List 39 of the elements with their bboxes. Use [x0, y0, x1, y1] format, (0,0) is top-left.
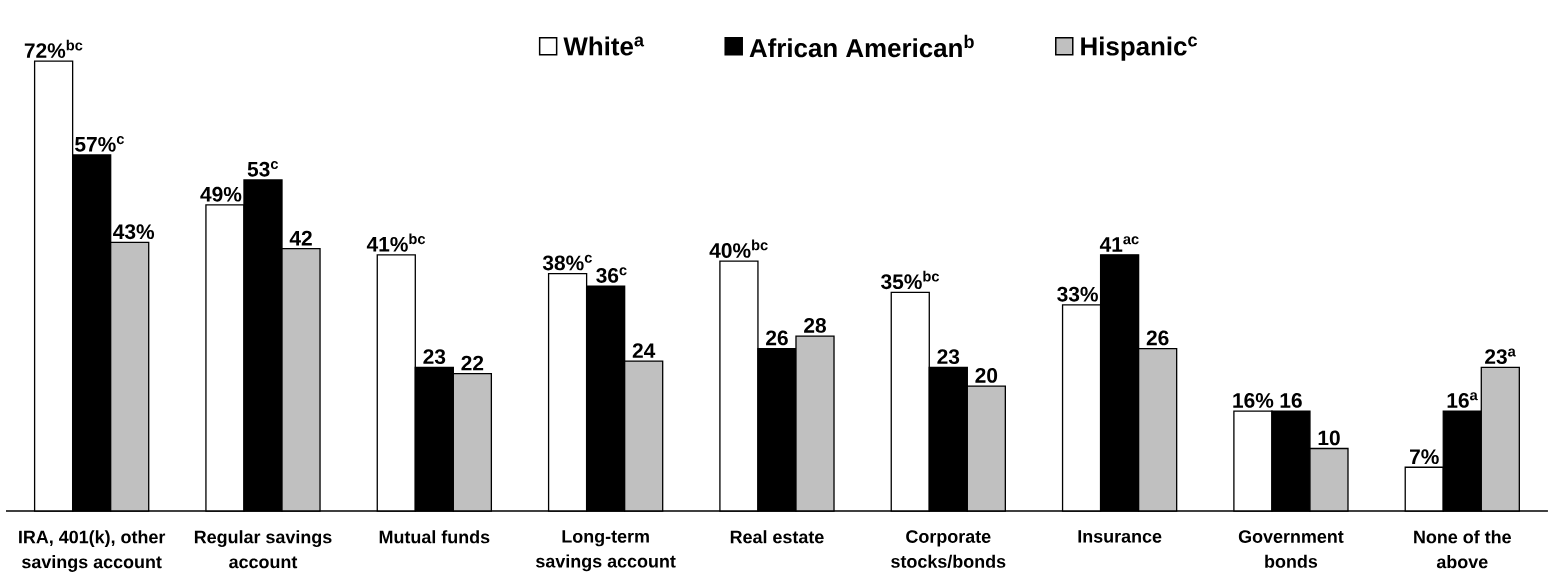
data-label: 16 — [1280, 393, 1302, 408]
x-tick-label: Long-term savings account — [536, 530, 676, 572]
data-label: 7% — [1410, 449, 1439, 465]
data-label: 16$^{a}$ — [1447, 392, 1478, 408]
data-label: 40%$^{bc}$ — [709, 239, 768, 258]
data-label: 33% — [1057, 286, 1098, 302]
data-label: 22 — [461, 355, 484, 371]
x-tick-label: Regular savings account — [194, 530, 332, 569]
data-label: 43% — [113, 224, 155, 240]
x-tick-label: Insurance — [1078, 530, 1162, 543]
data-label: 20 — [975, 368, 998, 383]
data-label: 53$^{c}$ — [247, 161, 279, 177]
data-label: 23 — [937, 349, 960, 365]
x-tick-label: IRA, 401(k), other savings account — [19, 530, 166, 572]
x-tick-label: Mutual funds — [379, 530, 490, 544]
data-label: 72%$^{bc}$ — [24, 39, 83, 58]
x-tick-label: Real estate — [730, 530, 824, 544]
data-label: 35%$^{bc}$ — [881, 270, 940, 290]
data-label: 26 — [1146, 330, 1169, 346]
data-label: 26 — [766, 330, 788, 346]
data-label: 23 — [423, 349, 446, 365]
x-tick-label: None of the above — [1414, 530, 1511, 569]
data-label: 41$^{ac}$ — [1099, 236, 1139, 252]
legend-label: White$^{a}$ — [563, 36, 645, 56]
x-tick-label: Corporate stocks/bonds — [891, 530, 1006, 568]
data-label: 38%$^{c}$ — [542, 254, 592, 271]
data-label: 49% — [200, 186, 242, 202]
data-label: 42 — [289, 230, 312, 246]
data-label: 41%$^{bc}$ — [366, 233, 426, 252]
data-label: 23$^{a}$ — [1485, 348, 1516, 365]
legend-label: Hispanic$^{c}$ — [1081, 36, 1198, 61]
data-label: 57%$^{c}$ — [75, 136, 124, 152]
data-label: 10 — [1318, 430, 1340, 446]
data-label: 16% — [1233, 393, 1274, 408]
data-label: 28 — [804, 318, 826, 333]
legend-label: African American$^{b}$ — [749, 34, 974, 58]
x-tick-label: Government bonds — [1238, 530, 1344, 568]
data-label: 36$^{c}$ — [596, 267, 627, 283]
data-label: 24 — [632, 343, 656, 358]
